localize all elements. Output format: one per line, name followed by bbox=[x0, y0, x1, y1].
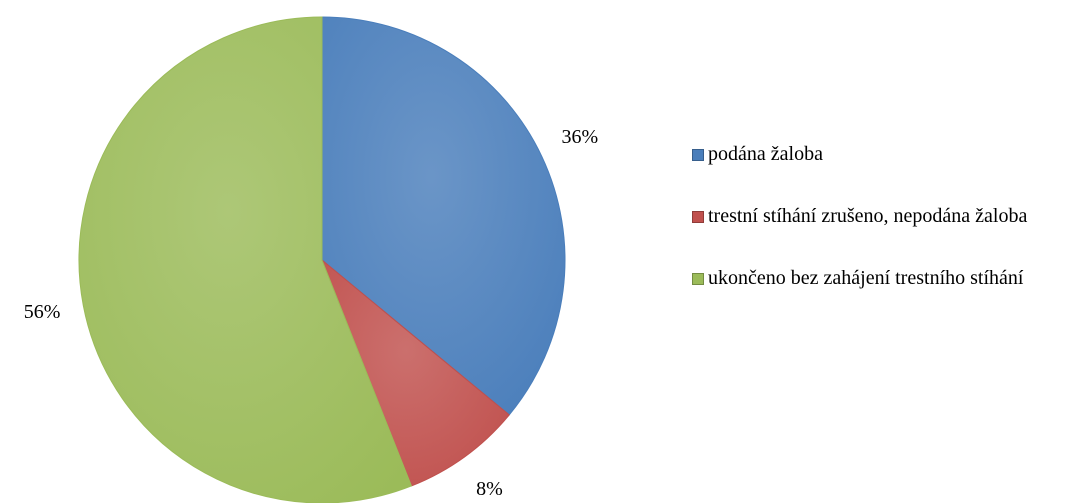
pie-slice bbox=[78, 16, 413, 503]
data-label: 36% bbox=[562, 126, 599, 148]
legend-swatch bbox=[692, 273, 704, 285]
legend-swatch bbox=[692, 211, 704, 223]
data-label: 56% bbox=[24, 301, 61, 323]
legend-entry: ukončeno bez zahájení trestního stíhání bbox=[692, 266, 1032, 291]
legend: podána žaloba trestní stíhání zrušeno, ne… bbox=[692, 142, 1032, 328]
pie-slice bbox=[321, 16, 566, 416]
legend-label: ukončeno bez zahájení trestního stíhání bbox=[708, 267, 1024, 289]
legend-entry: trestní stíhání zrušeno, nepodána žaloba bbox=[692, 204, 1032, 229]
legend-entry: podána žaloba bbox=[692, 142, 1032, 167]
legend-swatch bbox=[692, 149, 704, 161]
legend-label: trestní stíhání zrušeno, nepodána žaloba bbox=[708, 205, 1028, 227]
legend-label: podána žaloba bbox=[708, 143, 823, 165]
data-label: 8% bbox=[476, 478, 503, 500]
pie-slice bbox=[321, 259, 510, 487]
